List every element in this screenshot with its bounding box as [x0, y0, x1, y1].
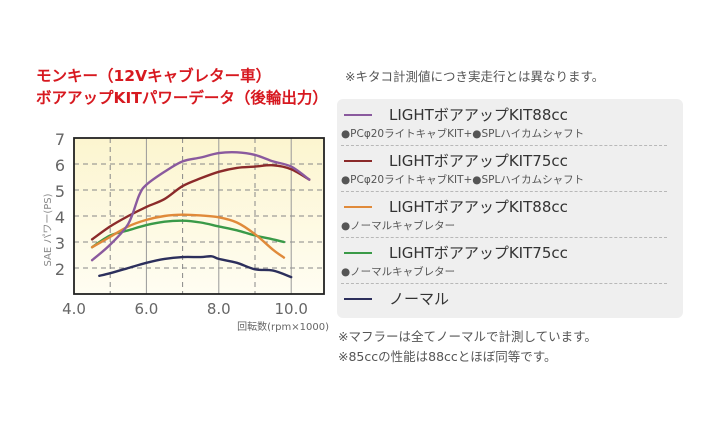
- measurement-note: ※キタコ計測値につき実走行とは異なります。: [345, 69, 605, 84]
- y-tick-label: 4: [55, 208, 65, 227]
- x-axis-title: 回転数(rpm×1000): [237, 320, 329, 333]
- legend-swatch: [344, 252, 372, 254]
- y-axis-title: SAE パワー(PS): [42, 193, 54, 266]
- legend-label: LIGHTボアアップKIT88cc: [389, 198, 568, 216]
- x-tick-label: 8.0: [207, 300, 231, 318]
- legend-label: LIGHTボアアップKIT75cc: [389, 152, 568, 170]
- y-tick-label: 2: [55, 260, 65, 279]
- chart-title-line1: モンキー（12Vキャブレター車）: [36, 67, 272, 85]
- legend-swatch: [344, 114, 372, 116]
- y-tick-label: 6: [55, 156, 65, 175]
- 85cc-note: ※85ccの性能は88ccとほぼ同等です。: [338, 349, 557, 364]
- legend-label: LIGHTボアアップKIT88cc: [389, 106, 568, 124]
- y-tick-label: 3: [55, 234, 65, 253]
- x-tick-label: 4.0: [62, 300, 86, 318]
- power-curve: [90, 164, 311, 241]
- legend-sub-label: ●ノーマルキャブレター: [341, 220, 456, 232]
- chart-title-line2: ボアアップKITパワーデータ（後輪出力）: [36, 89, 328, 107]
- legend-divider: [341, 237, 667, 238]
- legend-swatch: [344, 206, 372, 208]
- legend-divider: [341, 145, 667, 146]
- power-chart: 2 3 4 5 6 7 4.0 6.0 8.0 10.0 回転数(rpm×1000) SAE パワー(…: [0, 0, 340, 340]
- legend-sub-label: ●PCφ20ライトキャブKIT+●SPLハイカムシャフト: [341, 128, 585, 140]
- legend-sub-label: ●PCφ20ライトキャブKIT+●SPLハイカムシャフト: [341, 174, 585, 186]
- legend-divider: [341, 283, 667, 284]
- legend-divider: [341, 191, 667, 192]
- power-curve: [90, 150, 311, 262]
- legend-swatch: [344, 298, 372, 300]
- legend-swatch: [344, 160, 372, 162]
- power-curve: [98, 255, 293, 279]
- y-tick-label: 5: [55, 182, 65, 201]
- muffler-note: ※マフラーは全てノーマルで計測しています。: [338, 329, 597, 344]
- plot-frame: [73, 137, 325, 295]
- power-chart-svg: 2 3 4 5 6 7 4.0 6.0 8.0 10.0 回転数(rpm×1000) SAE パワー(…: [42, 130, 329, 333]
- legend-label: LIGHTボアアップKIT75cc: [389, 244, 568, 262]
- x-tick-label: 6.0: [134, 300, 158, 318]
- legend-label: ノーマル: [389, 290, 450, 308]
- y-tick-label: 7: [55, 130, 65, 149]
- legend-panel: LIGHTボアアップKIT88cc ●PCφ20ライトキャブKIT+●SPLハイ…: [337, 99, 683, 318]
- x-tick-label: 10.0: [274, 300, 307, 318]
- legend-sub-label: ●ノーマルキャブレター: [341, 266, 456, 278]
